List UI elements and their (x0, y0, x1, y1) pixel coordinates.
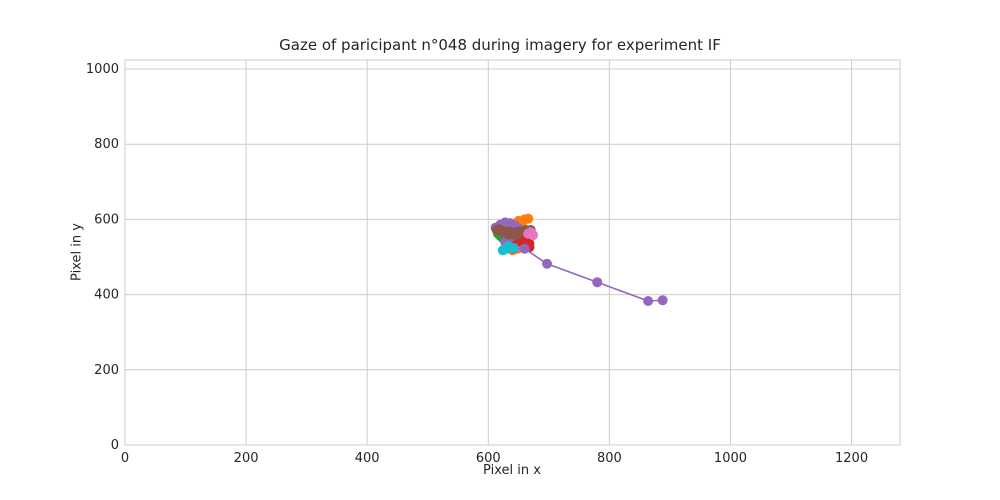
gaze-point (502, 241, 513, 252)
gaze-point (542, 258, 553, 269)
axes-frame (124, 59, 901, 446)
x-tick-label: 1200 (835, 451, 868, 466)
x-tick-label: 400 (355, 451, 380, 466)
y-axis-label: Pixel in y (69, 223, 85, 281)
gaze-point (592, 277, 603, 288)
gaze-point (519, 243, 530, 254)
gaze-point (643, 296, 654, 307)
chart-title: Gaze of paricipant n°048 during imagery … (279, 36, 721, 54)
y-tick-label: 0 (111, 438, 119, 453)
x-tick-label: 1000 (714, 451, 747, 466)
x-tick-label: 0 (121, 451, 129, 466)
gaze-point (511, 230, 522, 241)
y-tick-label: 1000 (86, 62, 119, 77)
x-tick-label: 800 (597, 451, 622, 466)
gaze-point (657, 295, 668, 306)
gaze-point (525, 227, 536, 238)
x-axis-label: Pixel in x (483, 463, 541, 478)
y-tick-label: 400 (94, 288, 119, 303)
y-tick-label: 200 (94, 363, 119, 378)
y-tick-label: 600 (94, 212, 119, 227)
x-tick-label: 200 (234, 451, 259, 466)
x-tick-label: 600 (476, 451, 501, 466)
y-tick-label: 800 (94, 137, 119, 152)
gaze-point (494, 224, 505, 235)
